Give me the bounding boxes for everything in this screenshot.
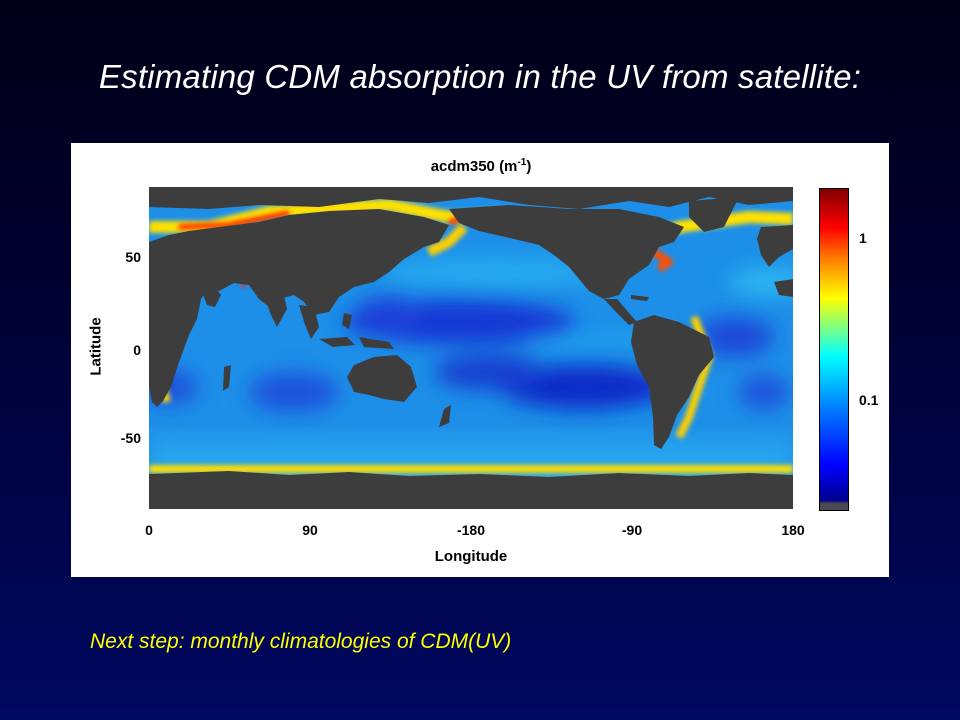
north-america xyxy=(449,205,684,299)
colorbar xyxy=(819,188,849,511)
greenland xyxy=(689,197,739,232)
x-tick-label: -180 xyxy=(456,522,486,538)
slide-title: Estimating CDM absorption in the UV from… xyxy=(98,58,862,95)
australia xyxy=(347,355,417,402)
map-title-exponent: -1 xyxy=(517,157,527,168)
new-zealand xyxy=(439,405,451,427)
map-title-text: acdm350 (m xyxy=(430,158,518,175)
eurasia-africa xyxy=(149,209,449,407)
map-title-close: ) xyxy=(526,158,532,175)
next-step-caption: Next step: monthly climatologies of CDM(… xyxy=(90,630,512,653)
india xyxy=(264,295,287,327)
oligotrophic-gyres xyxy=(149,297,789,412)
x-tick-label: 90 xyxy=(302,522,318,538)
japan xyxy=(357,261,371,279)
y-axis-label: Latitude xyxy=(87,317,105,376)
colorbar-tick-label: 1 xyxy=(859,230,867,246)
colorbar-tick-label: 0.1 xyxy=(859,392,879,408)
map-figure: acdm350 (m-1) xyxy=(71,143,889,577)
y-tick-label: 50 xyxy=(125,249,141,265)
antarctica xyxy=(149,471,793,509)
indian-ocean-gyre xyxy=(249,372,339,412)
y-tick-label: 0 xyxy=(133,342,141,358)
x-tick-label: 180 xyxy=(781,522,805,538)
madagascar xyxy=(223,365,231,391)
x-axis-label: Longitude xyxy=(434,548,508,565)
map-canvas xyxy=(149,187,793,509)
land-masses xyxy=(149,187,793,509)
map-plot-area xyxy=(149,187,793,509)
x-tick-label: -90 xyxy=(621,522,643,538)
x-tick-label: 0 xyxy=(145,522,153,538)
y-tick-label: -50 xyxy=(120,430,141,446)
map-title: acdm350 (m-1) xyxy=(401,157,561,175)
north-atlantic-gyre xyxy=(694,317,774,357)
south-america xyxy=(631,315,714,449)
